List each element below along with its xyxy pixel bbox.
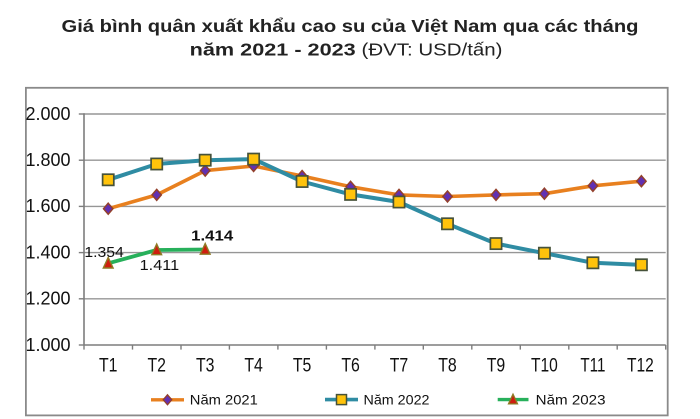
svg-text:T8: T8	[438, 355, 457, 377]
svg-text:1.411: 1.411	[140, 257, 180, 274]
svg-text:năm 2021 - 2023: năm 2021 - 2023	[190, 40, 356, 60]
svg-text:T6: T6	[341, 355, 360, 377]
svg-text:1.800: 1.800	[26, 150, 71, 170]
svg-text:T7: T7	[390, 355, 409, 377]
svg-text:T2: T2	[147, 355, 166, 377]
svg-text:2.000: 2.000	[26, 104, 71, 124]
svg-text:1.000: 1.000	[26, 335, 71, 355]
svg-text:Năm 2021: Năm 2021	[190, 392, 258, 408]
svg-text:T9: T9	[487, 355, 506, 377]
svg-text:Năm 2023: Năm 2023	[536, 392, 606, 408]
svg-text:Giá bình quân xuất khẩu cao su: Giá bình quân xuất khẩu cao su của Việt …	[62, 16, 639, 36]
svg-text:1.414: 1.414	[191, 228, 234, 245]
svg-text:1.200: 1.200	[26, 289, 71, 309]
svg-text:T11: T11	[580, 355, 605, 377]
svg-text:T5: T5	[293, 355, 312, 377]
svg-text:T12: T12	[627, 355, 654, 377]
svg-text:1.400: 1.400	[26, 242, 71, 262]
svg-text:T10: T10	[531, 355, 558, 377]
svg-text:1.354: 1.354	[84, 244, 124, 261]
svg-text:T1: T1	[99, 355, 118, 377]
svg-text:T3: T3	[196, 355, 215, 377]
svg-text:1.600: 1.600	[26, 196, 71, 216]
svg-text:T4: T4	[244, 355, 263, 377]
svg-text:(ĐVT: USD/tấn): (ĐVT: USD/tấn)	[362, 40, 503, 60]
svg-text:Năm 2022: Năm 2022	[364, 392, 430, 408]
